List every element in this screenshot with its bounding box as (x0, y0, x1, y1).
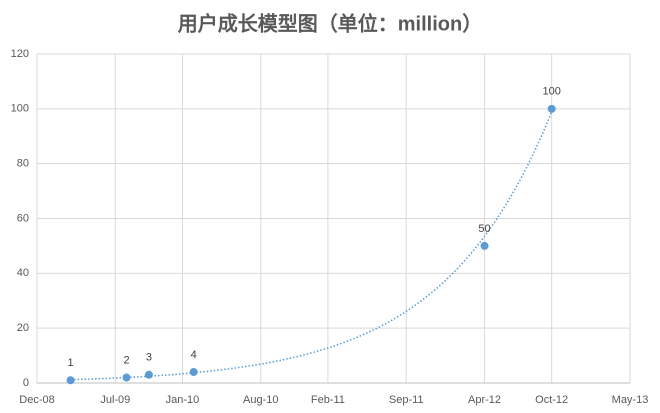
y-tick-label: 120 (11, 48, 29, 60)
x-tick-label: Aug-10 (243, 394, 278, 406)
chart-title: 用户成长模型图（单位：million） (178, 11, 482, 35)
x-tick-label: Jan-10 (166, 394, 200, 406)
y-tick-label: 20 (17, 322, 29, 334)
x-tick-label: Sep-11 (389, 394, 424, 406)
point (122, 373, 131, 382)
point (66, 376, 75, 385)
y-tick-label: 0 (23, 377, 29, 389)
data-label: 2 (123, 354, 129, 366)
data-label: 4 (191, 349, 197, 361)
point (480, 241, 489, 250)
data-label: 100 (542, 86, 560, 98)
x-tick-label: Feb-11 (311, 394, 345, 406)
point (189, 368, 198, 377)
y-tick-label: 60 (17, 212, 29, 224)
point (144, 370, 153, 379)
x-tick-label: Apr-12 (468, 394, 501, 406)
data-label: 50 (478, 223, 490, 235)
x-tick-label: May-13 (612, 394, 649, 406)
data-label: 3 (146, 352, 152, 364)
trendline (70, 111, 553, 381)
x-tick-label: Oct-12 (535, 394, 568, 406)
y-tick-label: 40 (17, 267, 29, 279)
y-tick-label: 80 (17, 158, 29, 170)
x-tick-label: Dec-08 (19, 394, 54, 406)
x-tick-label: Jul-09 (100, 394, 130, 406)
data-label: 1 (68, 357, 74, 369)
y-tick-label: 100 (11, 103, 29, 115)
point (547, 104, 556, 113)
